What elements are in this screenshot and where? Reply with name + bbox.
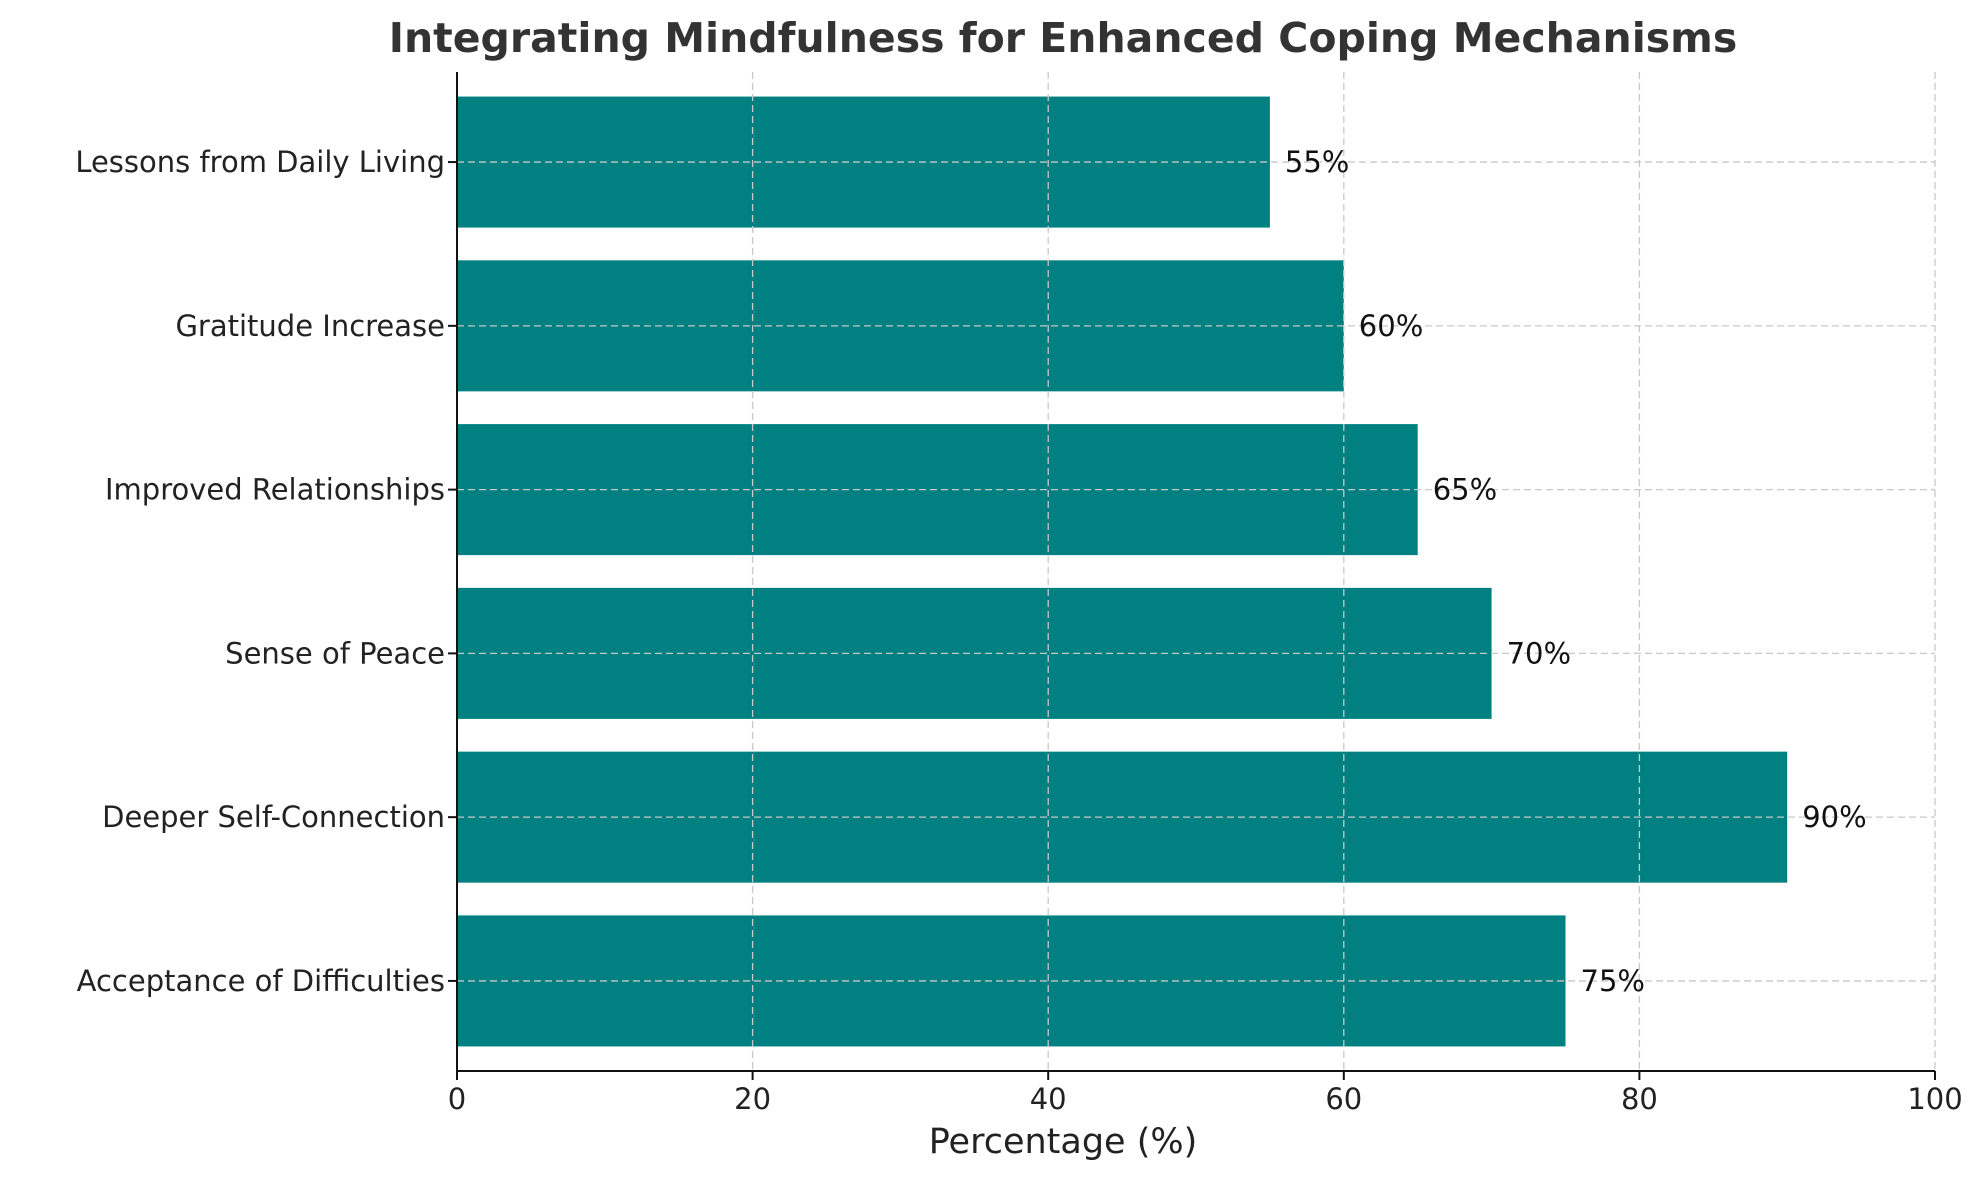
y-tick-label: Improved Relationships <box>105 473 445 507</box>
data-label: 55% <box>1285 145 1349 179</box>
data-label: 60% <box>1359 309 1423 343</box>
y-tick-label: Gratitude Increase <box>175 309 445 343</box>
data-label: 75% <box>1581 964 1645 998</box>
labels: 0 20 40 60 80 100 Acceptance of Difficulties 75… <box>75 145 1962 1116</box>
bars <box>457 96 1788 1047</box>
data-label: 90% <box>1802 800 1866 834</box>
data-label: 70% <box>1507 636 1571 670</box>
x-tick-label: 60 <box>1325 1082 1362 1116</box>
x-tick-label: 100 <box>1907 1082 1962 1116</box>
x-tick-label: 20 <box>734 1082 771 1116</box>
data-label: 65% <box>1433 473 1497 507</box>
y-tick-label: Sense of Peace <box>225 636 445 670</box>
x-tick-label: 80 <box>1621 1082 1658 1116</box>
y-tick-label: Acceptance of Difficulties <box>77 964 445 998</box>
chart-title: Integrating Mindfulness for Enhanced Cop… <box>389 14 1738 62</box>
x-tick-label: 40 <box>1030 1082 1067 1116</box>
x-axis-label: Percentage (%) <box>929 1122 1198 1162</box>
axes <box>448 72 1936 1080</box>
x-tick-label: 0 <box>448 1082 466 1116</box>
y-tick-label: Lessons from Daily Living <box>75 145 445 179</box>
y-tick-label: Deeper Self-Connection <box>102 800 445 834</box>
